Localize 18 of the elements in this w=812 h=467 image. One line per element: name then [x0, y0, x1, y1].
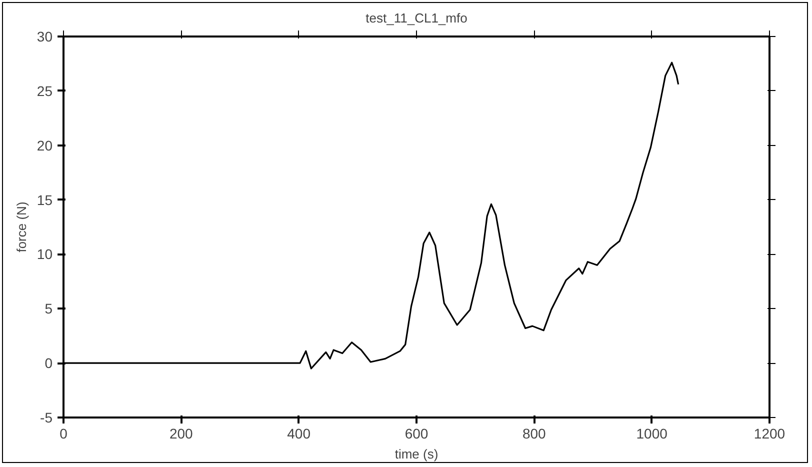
chart-title: test_11_CL1_mfo — [366, 10, 468, 26]
x-tick-label: 400 — [287, 426, 311, 442]
x-tick-label: 1200 — [754, 426, 786, 442]
x-tick-label: 1000 — [636, 426, 668, 442]
x-axis-title: time (s) — [394, 446, 438, 462]
y-axis-title: force (N) — [14, 202, 29, 252]
y-tick-label: 15 — [36, 192, 53, 208]
x-tick-label: 600 — [404, 426, 428, 442]
y-tick-label: 30 — [36, 28, 53, 44]
x-tick-label: 200 — [169, 426, 194, 442]
x-tick-label: 0 — [60, 426, 68, 442]
x-tick-label: 800 — [522, 426, 546, 442]
y-tick-label: 5 — [44, 300, 53, 317]
y-tick-label: 20 — [36, 137, 53, 154]
y-tick-label: 0 — [44, 355, 53, 372]
y-tick-label: 10 — [36, 246, 53, 262]
y-tick-label: 25 — [36, 82, 53, 99]
y-tick-label: -5 — [40, 410, 53, 426]
